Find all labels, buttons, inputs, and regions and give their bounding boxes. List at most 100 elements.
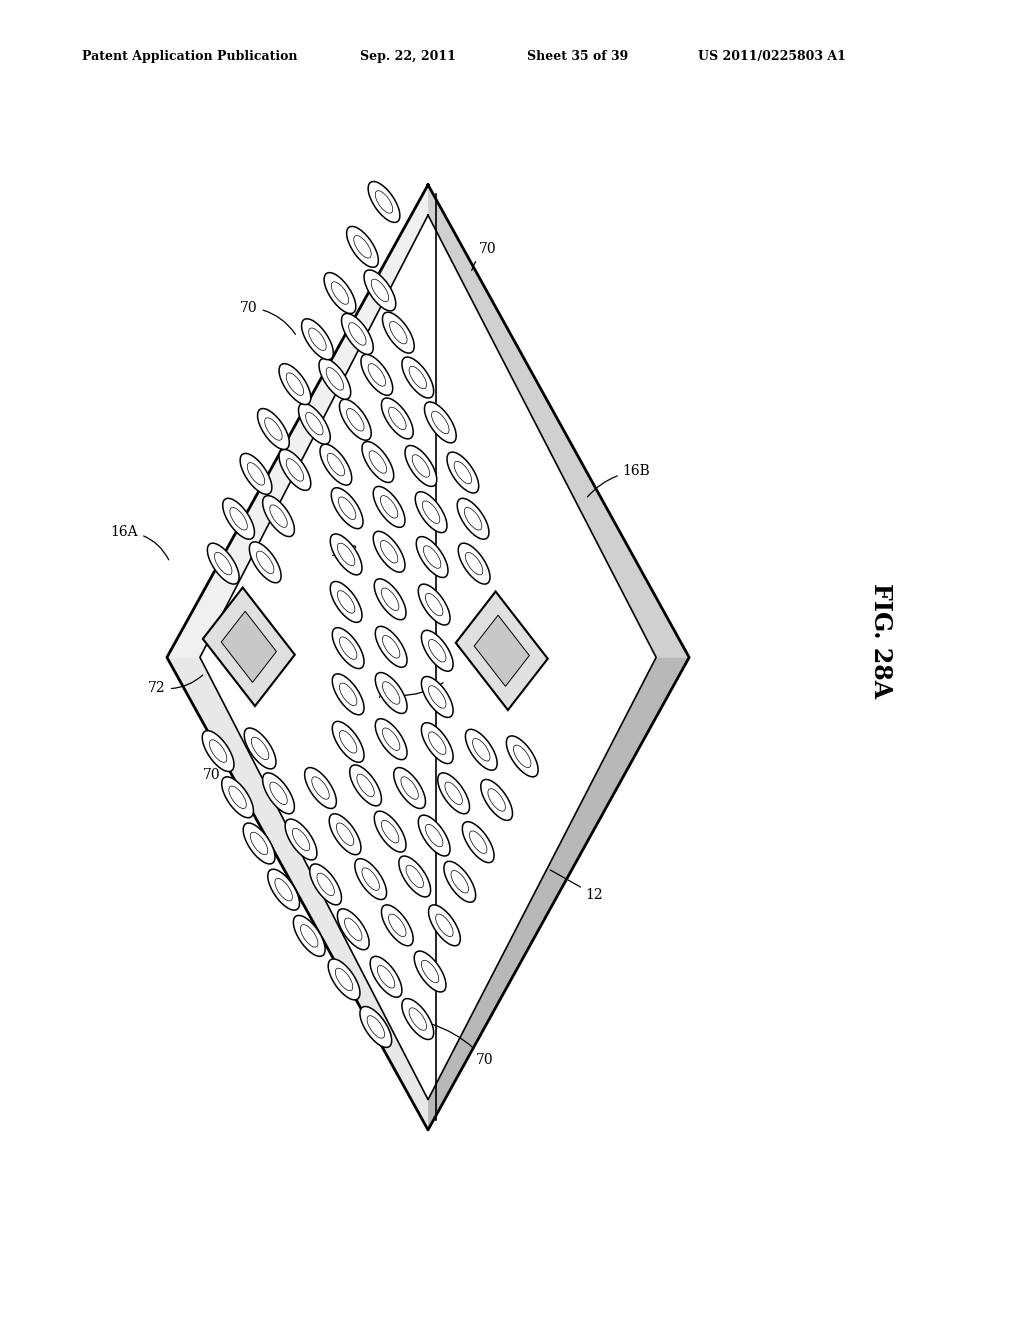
Ellipse shape [421,676,454,718]
Ellipse shape [329,813,361,855]
Ellipse shape [361,441,394,483]
Ellipse shape [332,627,365,669]
Ellipse shape [506,735,539,777]
Polygon shape [200,215,656,1100]
Text: 74: 74 [376,682,443,701]
Ellipse shape [346,226,379,268]
Ellipse shape [458,543,490,585]
Ellipse shape [337,908,370,950]
Ellipse shape [257,408,290,450]
Text: 72: 72 [148,675,203,694]
Polygon shape [167,185,428,657]
Ellipse shape [437,772,470,814]
Ellipse shape [465,729,498,771]
Ellipse shape [318,358,351,400]
Ellipse shape [324,272,356,314]
Polygon shape [456,591,548,710]
Ellipse shape [364,269,396,312]
Text: Patent Application Publication: Patent Application Publication [82,50,297,63]
Ellipse shape [243,822,275,865]
Ellipse shape [446,451,479,494]
Ellipse shape [374,578,407,620]
Ellipse shape [416,536,449,578]
Text: US 2011/0225803 A1: US 2011/0225803 A1 [698,50,846,63]
Ellipse shape [332,721,365,763]
Ellipse shape [404,445,437,487]
Ellipse shape [418,583,451,626]
Ellipse shape [457,498,489,540]
Ellipse shape [421,722,454,764]
Ellipse shape [360,354,393,396]
Ellipse shape [279,363,311,405]
Text: 16B: 16B [588,465,650,496]
Ellipse shape [393,767,426,809]
Ellipse shape [375,672,408,714]
Ellipse shape [401,998,434,1040]
Ellipse shape [222,498,255,540]
Ellipse shape [443,861,476,903]
Ellipse shape [381,397,414,440]
Ellipse shape [244,727,276,770]
Ellipse shape [370,956,402,998]
Ellipse shape [285,818,317,861]
Ellipse shape [480,779,513,821]
Ellipse shape [401,356,434,399]
Ellipse shape [240,453,272,495]
Text: 16C: 16C [329,545,357,558]
Ellipse shape [207,543,240,585]
Polygon shape [428,657,689,1130]
Ellipse shape [428,904,461,946]
Polygon shape [428,185,689,657]
Text: 70: 70 [431,1024,494,1067]
Ellipse shape [279,449,311,491]
Ellipse shape [415,491,447,533]
Ellipse shape [374,810,407,853]
Polygon shape [167,657,428,1130]
Ellipse shape [354,858,387,900]
Ellipse shape [332,673,365,715]
Ellipse shape [293,915,326,957]
Ellipse shape [418,814,451,857]
Ellipse shape [267,869,300,911]
Ellipse shape [414,950,446,993]
Ellipse shape [381,904,414,946]
Ellipse shape [382,312,415,354]
Ellipse shape [249,541,282,583]
Ellipse shape [309,863,342,906]
Ellipse shape [368,181,400,223]
Text: Sep. 22, 2011: Sep. 22, 2011 [360,50,457,63]
Ellipse shape [319,444,352,486]
Ellipse shape [373,486,406,528]
Ellipse shape [262,495,295,537]
Text: 70: 70 [472,243,497,271]
Ellipse shape [330,533,362,576]
Ellipse shape [375,626,408,668]
Ellipse shape [331,487,364,529]
Ellipse shape [262,772,295,814]
Text: 12: 12 [550,870,603,902]
Text: 70: 70 [203,752,225,781]
Text: 16A: 16A [111,525,169,560]
Ellipse shape [349,764,382,807]
Polygon shape [203,587,295,706]
Ellipse shape [462,821,495,863]
Ellipse shape [341,313,374,355]
Ellipse shape [375,718,408,760]
Polygon shape [474,615,529,686]
Ellipse shape [328,958,360,1001]
Ellipse shape [298,403,331,445]
Text: 70: 70 [240,301,296,334]
Ellipse shape [301,318,334,360]
Ellipse shape [339,399,372,441]
Ellipse shape [398,855,431,898]
Ellipse shape [424,401,457,444]
Ellipse shape [221,776,254,818]
Ellipse shape [359,1006,392,1048]
Ellipse shape [202,730,234,772]
Ellipse shape [330,581,362,623]
Ellipse shape [304,767,337,809]
Text: FIG. 28A: FIG. 28A [868,582,893,698]
Polygon shape [221,611,276,682]
Ellipse shape [421,630,454,672]
Text: Sheet 35 of 39: Sheet 35 of 39 [527,50,629,63]
